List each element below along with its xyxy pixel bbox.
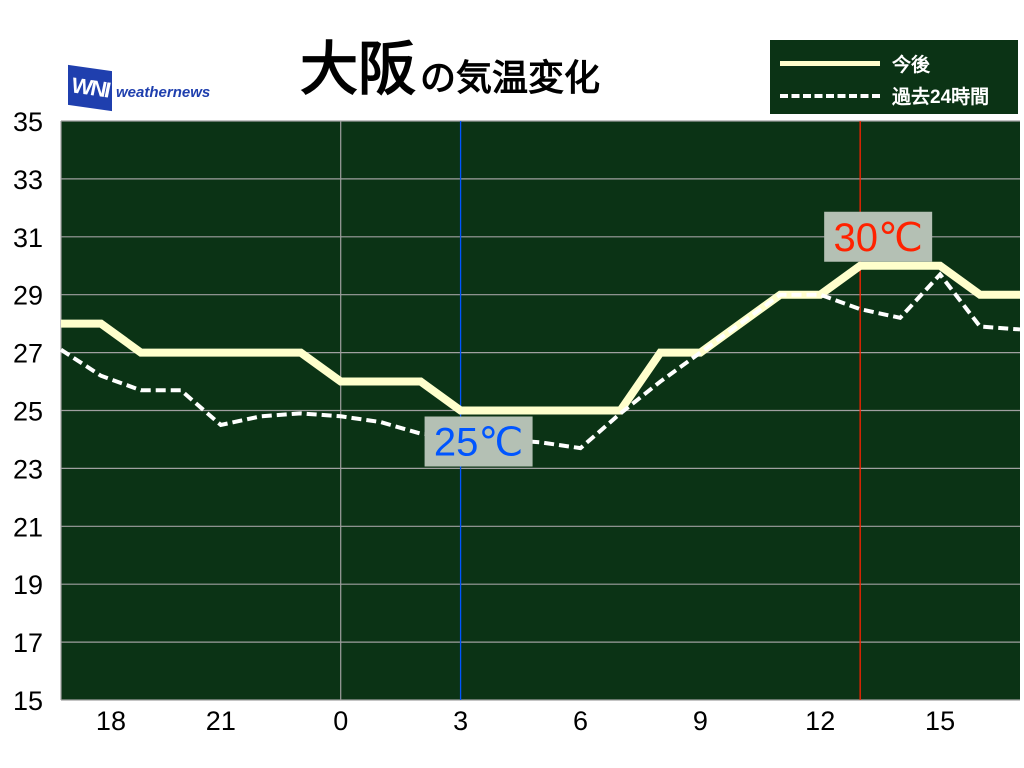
legend-item-forecast: 今後 bbox=[780, 50, 930, 77]
legend-item-past: 過去24時間 bbox=[780, 82, 989, 109]
series-line-forecast bbox=[61, 261, 1020, 415]
legend-swatch-solid bbox=[780, 61, 880, 66]
y-tick-label: 31 bbox=[13, 223, 43, 253]
y-tick-label: 25 bbox=[13, 397, 43, 427]
grid bbox=[60, 120, 1020, 701]
y-axis: 15 17 19 21 23 25 27 29 31 33 35 bbox=[13, 107, 43, 716]
temperature-label-max: 30℃ bbox=[833, 216, 922, 260]
x-tick-label: 18 bbox=[96, 706, 126, 736]
x-axis: 18 21 0 3 6 9 12 15 bbox=[96, 706, 955, 736]
y-tick-label: 15 bbox=[13, 686, 43, 716]
chart-title: 大阪 の気温変化 bbox=[300, 38, 600, 102]
weathernews-logo: WNI weathernews bbox=[68, 64, 211, 112]
y-tick-label: 17 bbox=[13, 628, 43, 658]
y-tick-label: 19 bbox=[13, 570, 43, 600]
wni-logo-mark: WNI bbox=[68, 64, 112, 112]
series-group bbox=[59, 261, 1021, 451]
y-tick-label: 33 bbox=[13, 165, 43, 195]
title-suffix: の気温変化 bbox=[420, 57, 601, 98]
x-tick-label: 3 bbox=[453, 706, 468, 736]
x-tick-label: 6 bbox=[573, 706, 588, 736]
x-tick-label: 0 bbox=[333, 706, 348, 736]
legend-label: 過去24時間 bbox=[892, 87, 990, 108]
x-tick-label: 15 bbox=[925, 706, 955, 736]
y-tick-label: 35 bbox=[13, 107, 43, 137]
legend: 今後 過去24時間 bbox=[770, 40, 1018, 114]
y-tick-label: 29 bbox=[13, 281, 43, 311]
y-tick-label: 23 bbox=[13, 454, 43, 484]
legend-label: 今後 bbox=[892, 55, 931, 76]
y-tick-label: 27 bbox=[13, 339, 43, 369]
label-box-min bbox=[424, 416, 533, 467]
temperature-label-min: 25℃ bbox=[434, 421, 523, 465]
x-tick-label: 12 bbox=[805, 706, 835, 736]
label-box-max bbox=[824, 211, 933, 262]
x-tick-label: 21 bbox=[206, 706, 236, 736]
series-line-past24h bbox=[59, 271, 1021, 451]
legend-swatch-dashed bbox=[780, 93, 880, 98]
annotations: 25℃ 30℃ bbox=[424, 211, 933, 467]
x-tick-label: 9 bbox=[693, 706, 708, 736]
y-tick-label: 21 bbox=[13, 512, 43, 542]
logo-text: weathernews bbox=[116, 83, 211, 101]
title-city: 大阪 bbox=[300, 37, 417, 102]
